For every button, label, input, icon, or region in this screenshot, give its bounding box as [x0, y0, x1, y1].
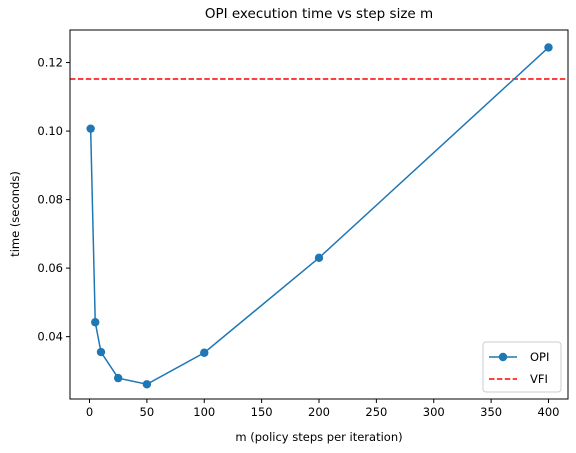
y-tick-label: 0.08	[37, 193, 63, 207]
x-tick-label: 0	[86, 405, 93, 419]
x-tick-label: 200	[308, 405, 330, 419]
opi-point	[113, 373, 123, 383]
y-tick-label: 0.04	[37, 330, 63, 344]
opi-point	[314, 253, 324, 263]
opi-point	[91, 318, 100, 327]
y-tick-label: 0.12	[37, 56, 63, 70]
x-tick-label: 100	[193, 405, 215, 419]
x-axis-ticks: 0 50 100 150 200 250 300 350 400	[86, 399, 560, 419]
opi-point	[96, 347, 106, 357]
legend-opi-marker	[498, 352, 508, 362]
x-tick-label: 50	[140, 405, 155, 419]
legend: OPI VFI	[482, 341, 562, 393]
x-tick-label: 350	[480, 405, 502, 419]
opi-point	[544, 43, 553, 52]
opi-line	[89, 46, 549, 386]
x-tick-label: 150	[251, 405, 273, 419]
opi-point	[86, 124, 95, 133]
x-tick-label: 300	[423, 405, 445, 419]
x-tick-label: 400	[538, 405, 560, 419]
y-axis-ticks: 0.04 0.06 0.08 0.10 0.12	[37, 56, 70, 344]
x-tick-label: 250	[365, 405, 387, 419]
legend-opi-label: OPI	[530, 350, 549, 364]
y-tick-label: 0.06	[37, 261, 63, 275]
x-axis-label: m (policy steps per iteration)	[235, 430, 402, 444]
chart-title: OPI execution time vs step size m	[205, 6, 433, 22]
opi-point	[200, 348, 209, 357]
plot-area	[69, 29, 569, 400]
opi-point	[142, 380, 152, 389]
y-tick-label: 0.10	[37, 124, 63, 138]
y-axis-label: time (seconds)	[8, 171, 22, 257]
legend-vfi-label: VFI	[530, 372, 548, 386]
series-layer	[70, 43, 568, 389]
